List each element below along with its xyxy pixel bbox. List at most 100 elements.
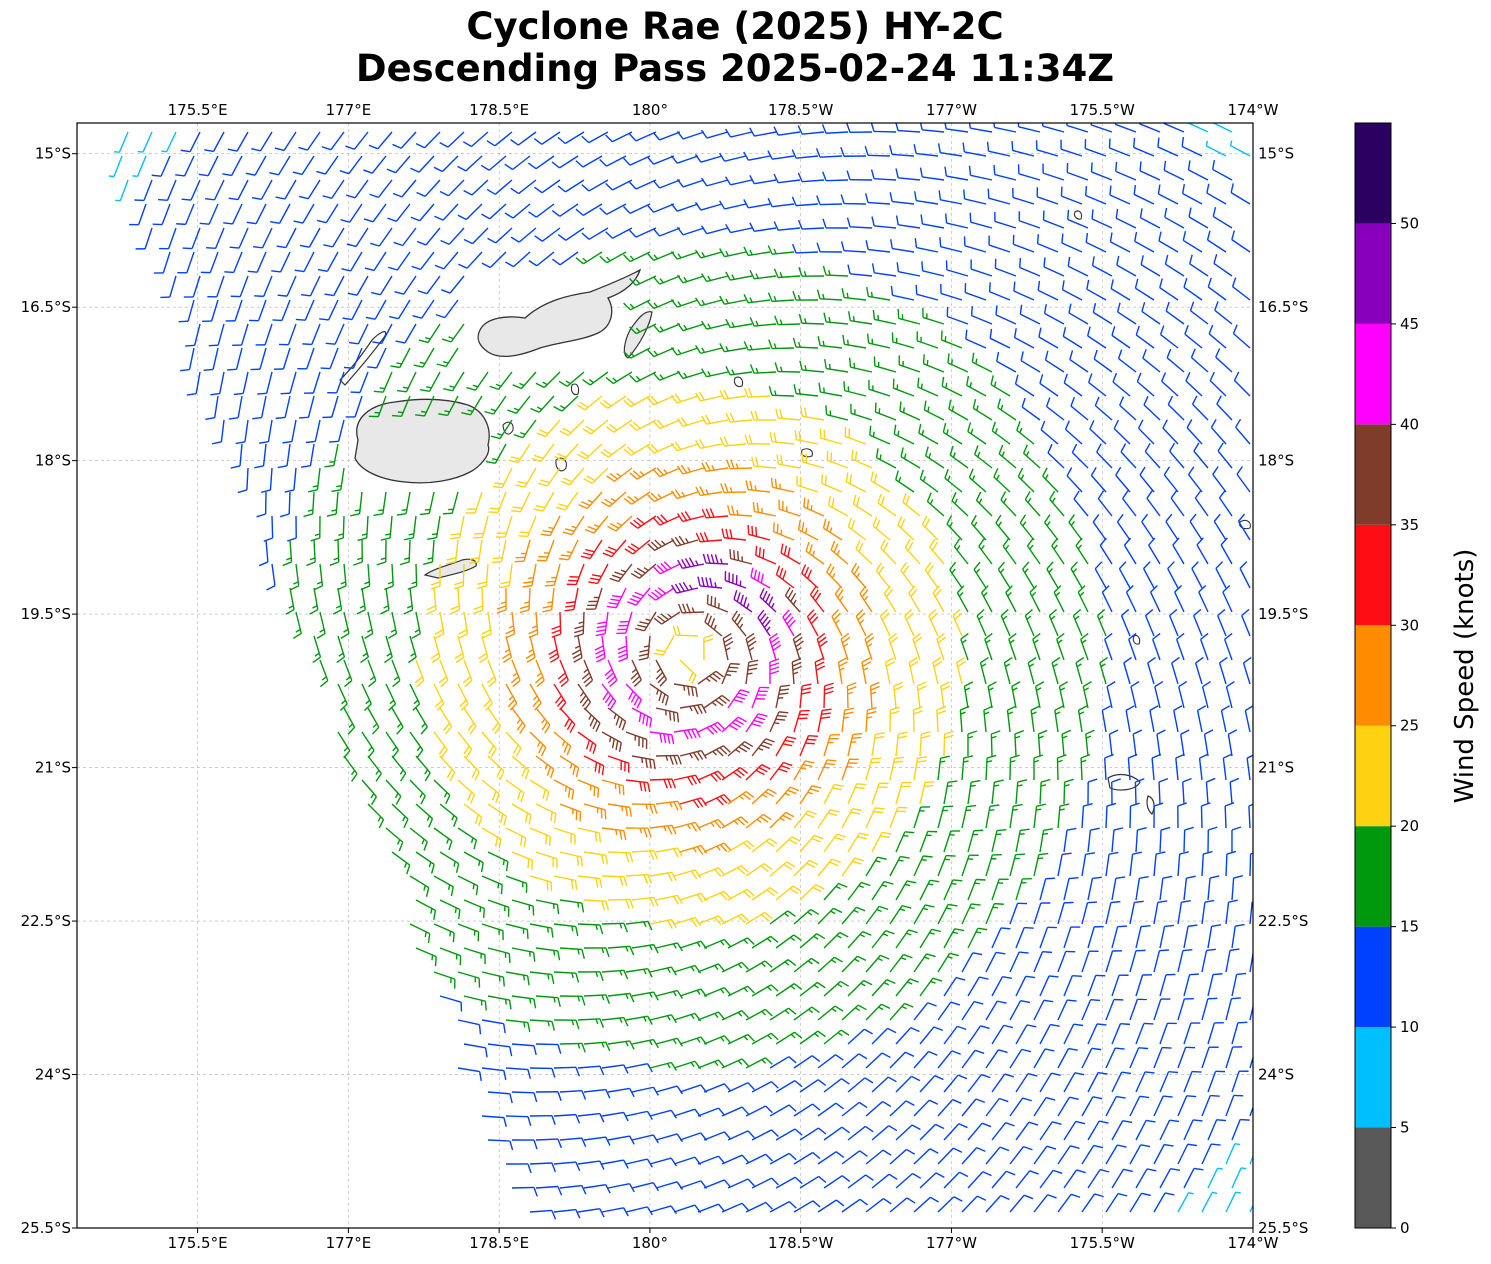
wind-barb <box>875 448 897 469</box>
wind-barb <box>880 539 897 565</box>
wind-barb <box>869 681 880 709</box>
wind-barb <box>922 354 945 373</box>
wind-barb <box>791 657 802 685</box>
wind-barb <box>255 323 273 346</box>
wind-barb <box>223 203 243 225</box>
wind-barb <box>865 240 891 253</box>
wind-barb <box>978 538 993 565</box>
wind-barb <box>895 215 921 229</box>
wind-barb <box>700 320 729 330</box>
wind-barb <box>279 491 291 518</box>
wind-barb <box>251 131 273 152</box>
wind-barb <box>623 491 651 505</box>
wind-barb <box>974 445 993 469</box>
wind-barb <box>677 557 705 570</box>
lon-tick-top-4: 178.5°W <box>768 101 833 119</box>
wind-barb <box>900 562 915 589</box>
wind-barb <box>278 323 297 346</box>
wind-barb <box>1167 561 1179 589</box>
wind-barb <box>745 480 771 493</box>
wind-barb <box>823 682 834 709</box>
wind-barb <box>670 203 699 212</box>
wind-barb <box>703 694 731 709</box>
wind-barb <box>1113 419 1131 445</box>
wind-barb <box>1169 442 1185 469</box>
wind-barb <box>1123 656 1133 685</box>
wind-barb <box>1013 281 1035 301</box>
wind-barb <box>274 131 297 152</box>
wind-barb <box>346 227 369 248</box>
wind-barb <box>1044 350 1065 373</box>
wind-barb <box>919 469 939 493</box>
wind-barb <box>1042 467 1059 493</box>
chart-title-line1: Cyclone Rae (2025) HY-2C <box>466 5 1004 48</box>
wind-barb <box>282 539 293 567</box>
wind-barb <box>599 251 627 264</box>
wind-barb <box>1215 561 1227 589</box>
wind-barb <box>312 635 322 664</box>
wind-barb <box>805 541 825 565</box>
wind-barb <box>160 275 177 299</box>
wind-barb <box>722 633 734 661</box>
colorbar-tick-4: 20 <box>1400 817 1419 835</box>
wind-barb <box>822 518 843 541</box>
wind-barb <box>557 659 569 688</box>
wind-barb <box>720 483 747 494</box>
wind-barb <box>719 295 747 305</box>
wind-barb <box>919 167 945 181</box>
wind-barb <box>629 419 657 432</box>
wind-barb <box>796 475 819 493</box>
wind-barb <box>916 331 939 349</box>
wind-barb <box>801 452 825 469</box>
wind-barb <box>1042 210 1065 229</box>
wind-barb <box>972 398 993 421</box>
wind-barb <box>1089 420 1107 445</box>
wind-barb <box>1112 372 1131 397</box>
wind-barb <box>558 371 585 387</box>
wind-barb <box>1163 160 1185 181</box>
wind-barb <box>289 563 300 591</box>
wind-barb <box>897 308 921 325</box>
wind-barb <box>499 563 513 589</box>
wind-barb <box>129 203 147 226</box>
wind-barb <box>403 587 414 615</box>
wind-barb <box>995 305 1017 325</box>
wind-barb <box>823 312 849 325</box>
wind-barb <box>364 251 387 272</box>
wind-barb <box>861 657 872 685</box>
island-viti-levu <box>354 398 490 484</box>
wind-barb <box>205 395 219 421</box>
wind-barb <box>806 609 819 637</box>
wind-barb <box>774 362 801 373</box>
lon-tick-bottom-1: 177°E <box>326 1234 372 1252</box>
wind-barb <box>952 608 963 637</box>
wind-barb <box>202 299 219 323</box>
wind-barb <box>372 323 393 345</box>
wind-barb <box>325 323 345 345</box>
wind-barb <box>1075 656 1085 685</box>
wind-barb <box>944 123 969 133</box>
wind-barb <box>1216 395 1233 421</box>
wind-barb <box>1017 164 1041 181</box>
wind-barb <box>415 395 435 417</box>
wind-barb <box>557 227 585 241</box>
wind-barb <box>604 659 618 688</box>
wind-barb <box>495 515 513 538</box>
wind-barb <box>797 219 825 230</box>
lat-tick-right-7: 25.5°S <box>1258 1219 1308 1237</box>
wind-barb <box>1196 537 1209 565</box>
wind-barb <box>396 371 417 393</box>
wind-barb <box>438 659 449 688</box>
wind-barb <box>1101 585 1113 613</box>
wind-barb <box>773 126 801 136</box>
wind-barb <box>435 299 459 319</box>
wind-barb <box>410 155 435 173</box>
wind-barb <box>300 275 321 297</box>
wind-barb <box>505 251 531 268</box>
wind-barb <box>872 516 891 541</box>
wind-barb <box>1012 187 1035 205</box>
wind-barb <box>438 395 459 417</box>
wind-barb <box>797 125 825 135</box>
wind-barb <box>1111 326 1131 349</box>
wind-barb <box>1072 608 1083 637</box>
